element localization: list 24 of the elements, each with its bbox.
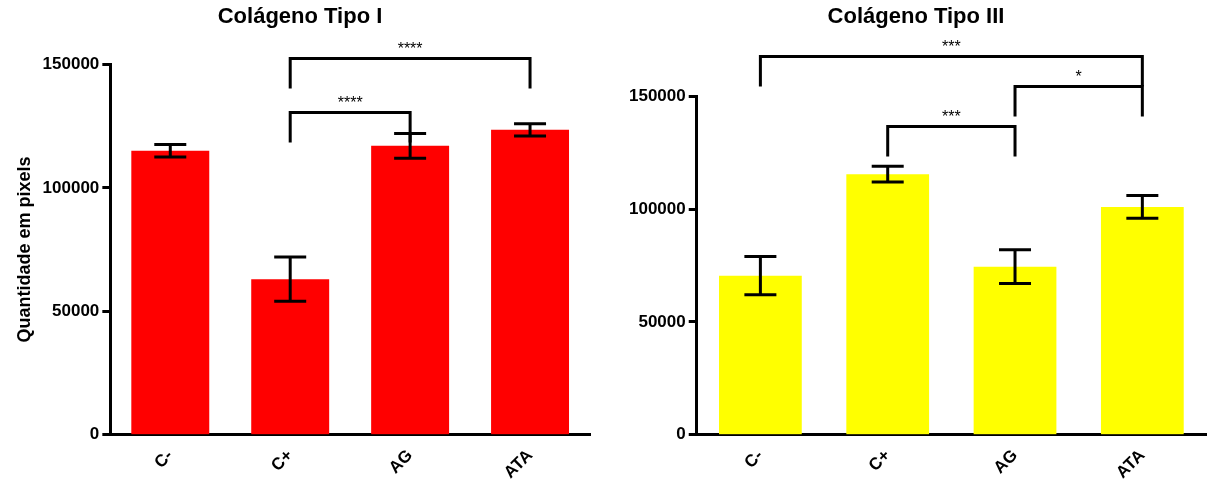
x-tick-label: AG (384, 445, 417, 478)
y-tick-label: 0 (676, 424, 686, 444)
y-tick-label: 50000 (52, 300, 100, 320)
text: * (1075, 67, 1082, 85)
x-tick-label: ATA (499, 445, 537, 482)
chart-title: Colágeno Tipo III (827, 3, 1005, 29)
annotation: **** (337, 93, 363, 111)
x-tick-label: C- (740, 445, 767, 472)
text: *** (942, 37, 961, 55)
y-tick-label: 100000 (628, 198, 686, 218)
y-axis-title: Quantidade em pixels (13, 156, 34, 343)
x-tick-label: C+ (267, 445, 297, 475)
x-tick-label: ATA (1112, 445, 1149, 482)
text: **** (397, 39, 423, 57)
x-tick-label: AG (989, 445, 1022, 478)
y-tick-label: 0 (89, 424, 100, 444)
annotation: *** (942, 107, 961, 125)
y-tick-label: 150000 (628, 86, 686, 106)
chart-title: Colágeno Tipo I (217, 3, 383, 29)
y-tick-label: 100000 (42, 177, 100, 197)
y-tick-label: 50000 (638, 311, 686, 331)
x-tick-label: C- (150, 445, 177, 472)
y-tick-label: 150000 (42, 54, 100, 74)
x-tick-label: C+ (864, 445, 894, 475)
